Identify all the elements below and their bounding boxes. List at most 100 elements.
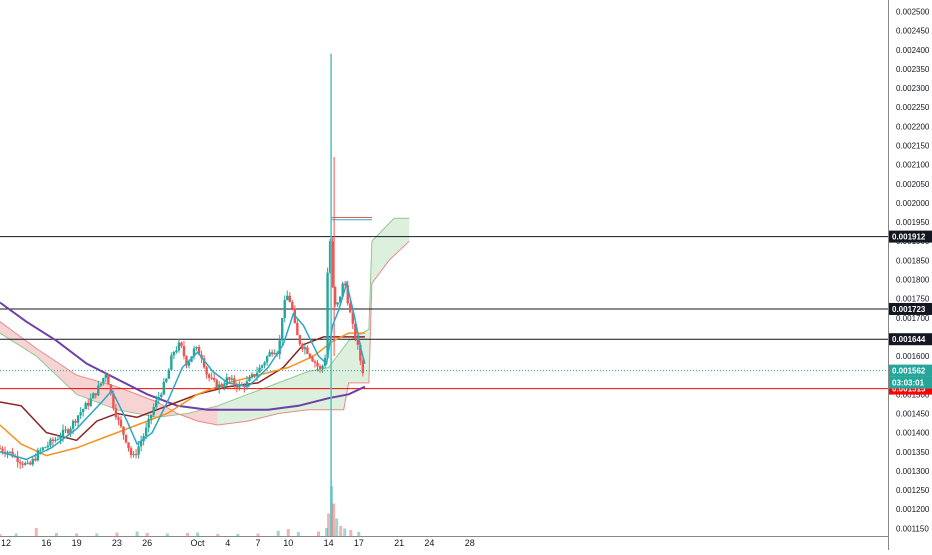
candle-body <box>215 379 218 388</box>
candle-body <box>273 352 276 355</box>
candle-body <box>6 452 9 454</box>
y-tick-label: 0.002400 <box>896 46 930 55</box>
volume-bar <box>296 532 300 536</box>
candle-body <box>253 374 256 377</box>
candle-body <box>36 450 39 461</box>
volume-bar <box>286 529 290 536</box>
candle-body <box>59 437 62 440</box>
volume-bar <box>165 533 169 536</box>
x-tick-label: 14 <box>324 538 334 548</box>
candle-body <box>333 286 337 305</box>
y-tick-label: 0.002300 <box>896 84 930 93</box>
y-tick-label: 0.002450 <box>896 27 930 36</box>
candle-body <box>354 323 357 339</box>
candle-body <box>225 377 228 385</box>
candle-body <box>122 426 125 435</box>
candle-body <box>11 451 14 457</box>
candle-body <box>281 317 284 341</box>
candle-body <box>21 463 24 465</box>
y-tick-label: 0.002500 <box>896 7 930 16</box>
candle-body <box>328 241 332 273</box>
candle-body <box>54 439 57 442</box>
candle-body <box>301 344 304 350</box>
candle-body <box>31 458 34 465</box>
candle-body <box>132 454 135 456</box>
cloud-bearish <box>0 321 218 425</box>
candle-body <box>210 377 213 379</box>
volume-bar <box>343 528 347 536</box>
candle-body <box>265 356 269 363</box>
y-tick-label: 0.002200 <box>896 122 930 131</box>
candle-body <box>84 402 87 410</box>
candle-body <box>39 449 42 451</box>
x-tick-label: 7 <box>256 538 261 548</box>
volume-bar <box>236 534 240 536</box>
candle-body <box>298 335 302 345</box>
volume-bar <box>75 533 79 536</box>
candle-body <box>205 367 208 375</box>
candle-body <box>18 462 22 464</box>
level-price-tag: 0.001723 <box>892 305 926 314</box>
volume-bar <box>34 528 38 536</box>
volume-bar <box>335 518 339 536</box>
candle-body <box>23 463 27 465</box>
candle-body <box>104 374 108 379</box>
countdown-tag-bg <box>889 376 932 389</box>
candle-body <box>331 241 334 287</box>
candle-body <box>29 462 32 465</box>
candle-body <box>240 384 244 386</box>
candle-body <box>94 393 97 396</box>
x-tick-label: 19 <box>72 538 82 548</box>
candle-body <box>223 384 226 387</box>
candle-body <box>185 356 188 366</box>
candle-body <box>207 374 211 378</box>
candle-body <box>238 384 241 388</box>
candle-body <box>346 285 349 304</box>
cloud-bullish <box>217 218 410 425</box>
level-price-tag: 0.001515 <box>892 385 926 394</box>
candle-body <box>107 374 110 385</box>
volume-bar <box>327 513 331 536</box>
x-tick-label: 10 <box>283 538 293 548</box>
candle-body <box>172 351 176 356</box>
volume-bar <box>54 533 58 536</box>
candle-body <box>202 358 206 368</box>
y-tick-label: 0.001800 <box>896 275 930 284</box>
candle-body <box>341 283 344 297</box>
y-tick-label: 0.001950 <box>896 218 930 227</box>
volume-bar <box>196 532 200 536</box>
last-price-tag: 0.001562 <box>892 367 926 376</box>
candle-body <box>139 441 143 447</box>
candle-body <box>76 415 80 423</box>
x-tick-label: Oct <box>191 538 206 548</box>
candle-body <box>260 365 264 368</box>
candle-body <box>235 384 239 388</box>
base-line <box>0 336 365 442</box>
candle-body <box>336 302 339 305</box>
candle-body <box>296 322 299 336</box>
candle-body <box>61 429 65 438</box>
y-tick-label: 0.001500 <box>896 390 930 399</box>
level-price-tag-bg <box>889 230 932 243</box>
candle-body <box>79 412 82 416</box>
volume-bar <box>185 533 189 536</box>
candle-body <box>109 384 113 394</box>
candle-body <box>66 429 70 434</box>
price-axis-panel[interactable] <box>888 0 932 550</box>
candle-body <box>361 360 365 374</box>
volume-bar <box>145 533 149 536</box>
candle-body <box>69 428 72 434</box>
candle-body <box>356 338 360 345</box>
candle-body <box>97 385 100 396</box>
candle-body <box>157 396 160 401</box>
candle-body <box>278 340 281 355</box>
volume-bar <box>0 534 2 536</box>
volume-bar <box>339 526 343 536</box>
candle-body <box>119 419 123 427</box>
candle-body <box>49 439 52 446</box>
candle-body <box>220 384 223 387</box>
y-tick-label: 0.001150 <box>896 524 929 533</box>
candle-body <box>41 447 45 450</box>
